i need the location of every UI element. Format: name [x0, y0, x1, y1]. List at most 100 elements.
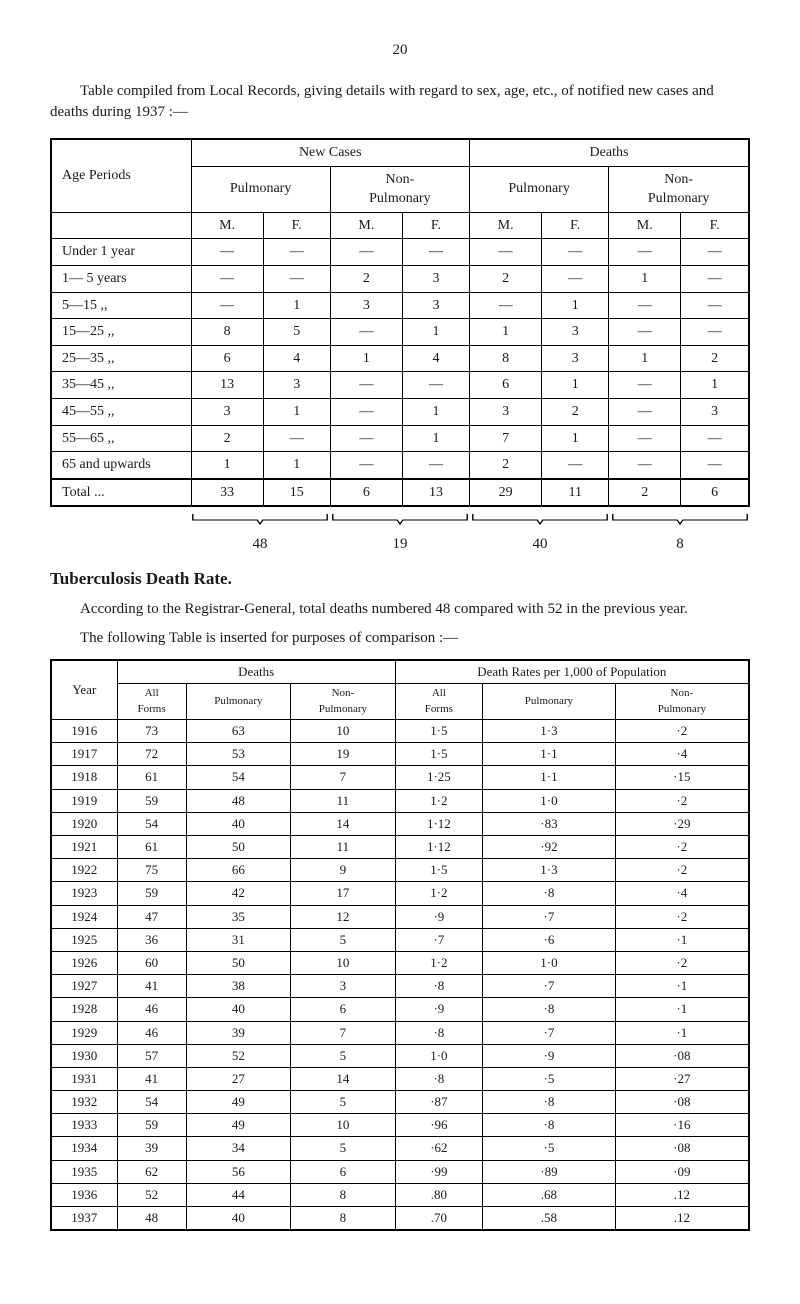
age-row-label: Under 1 year [51, 239, 191, 266]
page-number: 20 [50, 40, 750, 61]
rate-cell: ·8 [395, 975, 482, 998]
year-cell: 1934 [51, 1137, 117, 1160]
year-cell: 1922 [51, 859, 117, 882]
m-header: M. [191, 212, 263, 239]
deaths-cell: 7 [291, 766, 396, 789]
age-row-label: 1— 5 years [51, 265, 191, 292]
data-cell: 1 [330, 345, 402, 372]
rate-cell: ·2 [615, 836, 749, 859]
deaths-cell: 8 [291, 1207, 396, 1231]
deaths-cell: 19 [291, 743, 396, 766]
data-cell: — [681, 425, 749, 452]
deaths-cell: 60 [117, 951, 186, 974]
rate-cell: 1·0 [483, 789, 616, 812]
rate-cell: ·5 [483, 1137, 616, 1160]
pulmonary-header: Pulmonary [191, 166, 330, 212]
data-cell: 1 [542, 372, 609, 399]
m-header: M. [470, 212, 542, 239]
rate-cell: ·16 [615, 1114, 749, 1137]
rate-cell: ·08 [615, 1044, 749, 1067]
rate-cell: ·7 [395, 928, 482, 951]
rate-cell: ·9 [483, 1044, 616, 1067]
deaths-cell: 3 [291, 975, 396, 998]
all-forms-header: All Forms [395, 684, 482, 720]
data-cell: — [681, 239, 749, 266]
rate-cell: ·83 [483, 812, 616, 835]
data-cell: 1 [542, 292, 609, 319]
section-title: Tuberculosis Death Rate. [50, 567, 750, 591]
deaths-cell: 61 [117, 836, 186, 859]
year-cell: 1923 [51, 882, 117, 905]
rate-cell: .12 [615, 1207, 749, 1231]
data-cell: 3 [263, 372, 330, 399]
data-cell: — [263, 239, 330, 266]
data-cell: — [330, 398, 402, 425]
deaths-cell: 61 [117, 766, 186, 789]
age-row-label: 55—65 ,, [51, 425, 191, 452]
data-cell: 13 [191, 372, 263, 399]
data-cell: — [609, 292, 681, 319]
deaths-cell: 40 [186, 998, 291, 1021]
deaths-cell: 44 [186, 1183, 291, 1206]
death-rates-header: Death Rates per 1,000 of Population [395, 660, 749, 684]
data-cell: 3 [681, 398, 749, 425]
data-cell: — [330, 372, 402, 399]
deaths-cell: 46 [117, 998, 186, 1021]
rate-cell: .58 [483, 1207, 616, 1231]
total-cell: 11 [542, 479, 609, 507]
deaths-cell: 63 [186, 720, 291, 743]
data-cell: — [609, 239, 681, 266]
data-cell: 3 [330, 292, 402, 319]
deaths-cell: 59 [117, 1114, 186, 1137]
deaths-cell: 39 [186, 1021, 291, 1044]
data-cell: — [681, 265, 749, 292]
deaths-cell: 40 [186, 812, 291, 835]
data-cell: 1 [470, 319, 542, 346]
brace-total: 8 [610, 534, 750, 555]
f-header: F. [263, 212, 330, 239]
deaths-header: Deaths [470, 139, 750, 166]
data-cell: 8 [470, 345, 542, 372]
data-cell: — [609, 452, 681, 479]
rate-cell: ·8 [483, 1091, 616, 1114]
data-cell: 1 [402, 319, 469, 346]
data-cell: — [609, 372, 681, 399]
rate-cell: ·8 [483, 998, 616, 1021]
rate-cell: 1·25 [395, 766, 482, 789]
non-pulmonary-header: Non- Pulmonary [609, 166, 749, 212]
brace-totals: 48 19 40 8 [50, 534, 750, 555]
deaths-cell: 12 [291, 905, 396, 928]
data-cell: 3 [402, 292, 469, 319]
data-cell: — [330, 452, 402, 479]
deaths-cell: 17 [291, 882, 396, 905]
paragraph-1: According to the Registrar-General, tota… [50, 599, 750, 620]
deaths-cell: 5 [291, 1044, 396, 1067]
year-cell: 1936 [51, 1183, 117, 1206]
pulmonary-header: Pulmonary [470, 166, 609, 212]
total-cell: 29 [470, 479, 542, 507]
intro-paragraph: Table compiled from Local Records, givin… [50, 81, 750, 123]
rate-cell: ·1 [615, 998, 749, 1021]
age-row-label: 45—55 ,, [51, 398, 191, 425]
year-cell: 1933 [51, 1114, 117, 1137]
deaths-cell: 9 [291, 859, 396, 882]
pulmonary-header: Pulmonary [186, 684, 291, 720]
deaths-cell: 49 [186, 1114, 291, 1137]
age-row-label: 15—25 ,, [51, 319, 191, 346]
data-cell: 7 [470, 425, 542, 452]
data-cell: — [681, 452, 749, 479]
paragraph-2: The following Table is inserted for purp… [50, 628, 750, 649]
deaths-cell: 8 [291, 1183, 396, 1206]
deaths-cell: 72 [117, 743, 186, 766]
year-cell: 1937 [51, 1207, 117, 1231]
year-cell: 1918 [51, 766, 117, 789]
deaths-cell: 53 [186, 743, 291, 766]
f-header: F. [542, 212, 609, 239]
deaths-cell: 54 [117, 812, 186, 835]
deaths-cell: 7 [291, 1021, 396, 1044]
rate-cell: ·92 [483, 836, 616, 859]
data-cell: 3 [542, 345, 609, 372]
rate-cell: 1·5 [395, 720, 482, 743]
data-cell: 2 [330, 265, 402, 292]
deaths-cell: 41 [117, 975, 186, 998]
